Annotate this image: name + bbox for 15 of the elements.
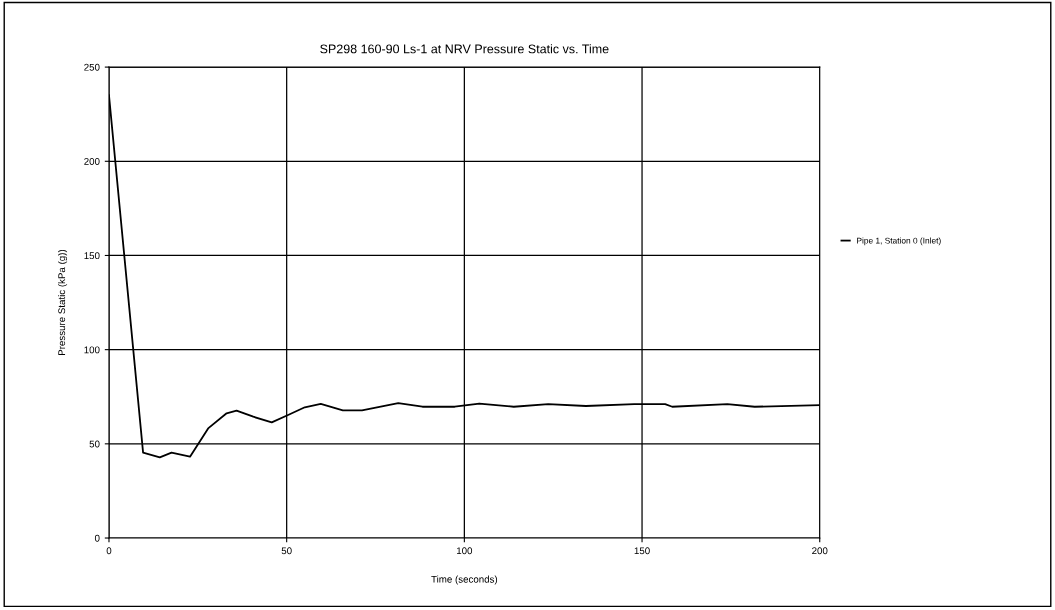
x-tick-label: 150 (634, 547, 650, 555)
y-tick-label: 200 (84, 158, 100, 165)
x-tick-label: 200 (812, 547, 828, 555)
x-tick-label: 100 (456, 547, 473, 555)
y-tick-label: 0 (94, 534, 100, 542)
x-tick-label: 50 (281, 547, 292, 555)
chart-title: SP298 160-90 Ls-1 at NRV Pressure Static vs. Time (320, 44, 609, 54)
y-tick-label: 100 (84, 346, 100, 354)
legend-label: Pipe 1, Station 0 (Inlet) (857, 237, 941, 246)
y-tick-label: 250 (84, 63, 100, 71)
x-tick-label: 0 (106, 547, 112, 555)
y-axis-title: Pressure Static (kPa (g)) (58, 249, 68, 355)
y-tick-label: 150 (84, 252, 100, 260)
x-axis-title: Time (seconds) (431, 575, 498, 585)
y-tick-label: 50 (89, 440, 100, 448)
